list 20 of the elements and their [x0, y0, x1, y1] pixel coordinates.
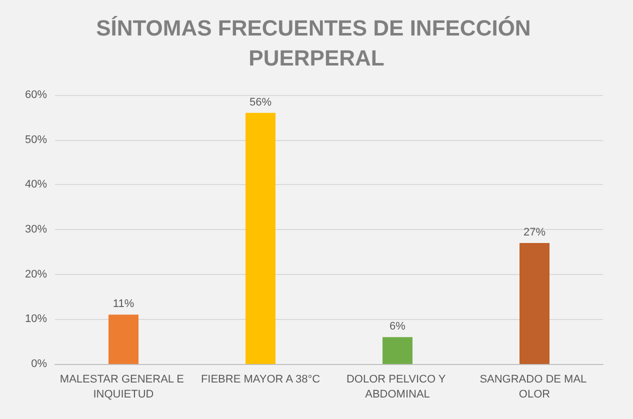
bar [246, 112, 276, 364]
x-tick-label: MALESTAR GENERAL E INQUIETUD [60, 374, 188, 400]
y-tick-label: 30% [24, 224, 48, 236]
y-tick-label: 40% [24, 178, 48, 191]
y-tick-label: 60% [24, 89, 48, 101]
x-tick-label: SANGRADO DE MAL OLOR [480, 374, 590, 400]
y-tick-label: 10% [24, 313, 48, 326]
x-tick-label: FIEBRE MAYOR A 38°C [200, 374, 320, 386]
data-label: 27% [523, 226, 546, 238]
data-label: 11% [112, 298, 134, 310]
data-label: 6% [390, 320, 406, 333]
y-tick-label: 20% [24, 268, 48, 280]
chart-title: SÍNTOMAS FRECUENTES DE INFECCIÓN PUERPERAL [96, 16, 537, 70]
bar [382, 337, 412, 364]
bar [108, 314, 138, 364]
y-tick-label: 0% [31, 358, 48, 370]
y-tick-label: 50% [24, 134, 48, 146]
bar [520, 242, 550, 364]
x-tick-label: DOLOR PELVICO Y ABDOMINAL [346, 374, 449, 400]
data-label: 56% [249, 96, 272, 108]
